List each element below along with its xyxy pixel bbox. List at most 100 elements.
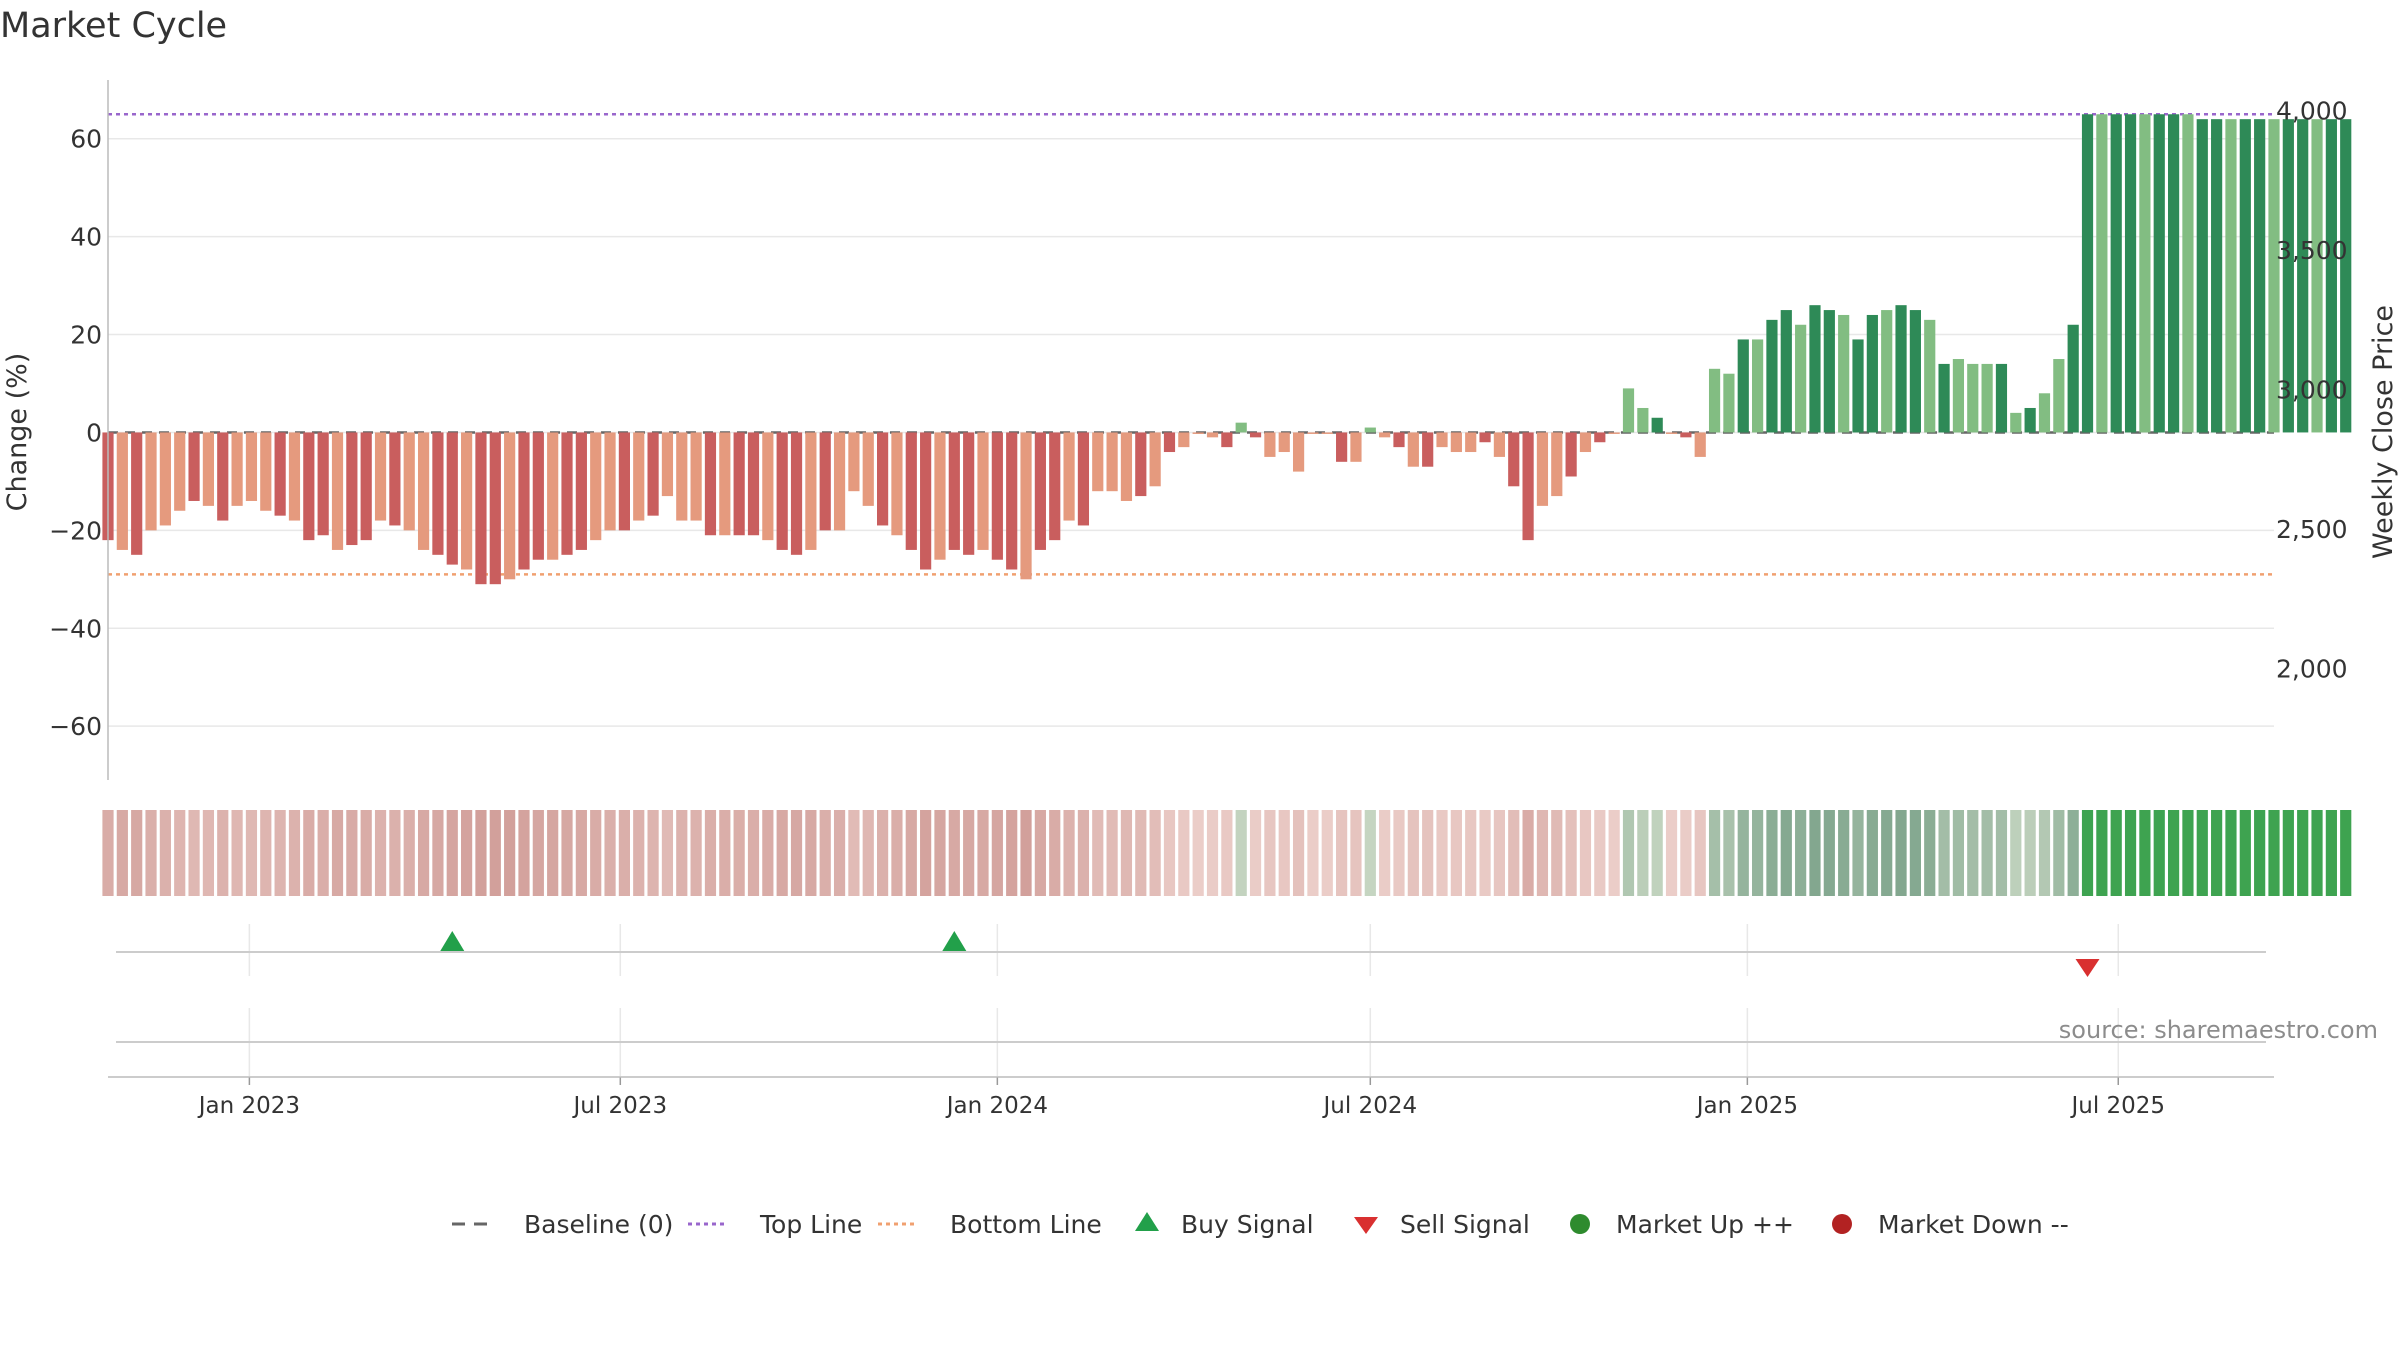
strip-cell xyxy=(1737,810,1749,896)
bar xyxy=(2311,119,2323,433)
bar xyxy=(547,432,559,560)
strip-cell xyxy=(174,810,186,896)
strip-cell xyxy=(2096,810,2108,896)
x-tick-label: Jul 2025 xyxy=(2069,1093,2165,1119)
bar xyxy=(1307,432,1319,434)
bar xyxy=(518,432,530,570)
strip-cell xyxy=(1106,810,1118,896)
bar xyxy=(1436,432,1448,448)
strip-cell xyxy=(389,810,401,896)
legend-label: Sell Signal xyxy=(1400,1210,1530,1239)
bar xyxy=(920,432,932,570)
bar xyxy=(991,432,1003,560)
bar xyxy=(1981,363,1993,433)
bar xyxy=(1034,432,1046,550)
bar xyxy=(417,432,430,550)
strip-cell xyxy=(575,810,587,896)
strip-cell xyxy=(217,810,229,896)
strip-cell xyxy=(2196,810,2208,896)
strip-cell xyxy=(819,810,831,896)
bar xyxy=(848,432,860,492)
bar xyxy=(1780,310,1792,433)
strip-cell xyxy=(1221,810,1233,896)
strip-cell xyxy=(2182,810,2194,896)
legend-item: Market Down -- xyxy=(1832,1210,2069,1239)
bar xyxy=(2196,119,2208,433)
legend-label: Market Up ++ xyxy=(1616,1210,1794,1239)
bar xyxy=(1077,432,1090,526)
strip-cell xyxy=(2211,810,2223,896)
strip-cell xyxy=(1135,810,1147,896)
bar xyxy=(1192,432,1204,434)
bar xyxy=(1063,432,1075,521)
strip-cell xyxy=(1149,810,1161,896)
bar xyxy=(1120,432,1133,501)
strip-cell xyxy=(1264,810,1276,896)
bar xyxy=(1823,310,1835,433)
strip-cell xyxy=(1465,810,1477,896)
strip-cell xyxy=(1823,810,1835,896)
strip-cell xyxy=(1163,810,1176,896)
bar xyxy=(159,432,171,526)
bar xyxy=(2038,393,2051,433)
bar xyxy=(1579,432,1592,453)
strip-cell xyxy=(2225,810,2237,896)
bar xyxy=(561,432,573,555)
strip-cell xyxy=(1077,810,1090,896)
bar xyxy=(2096,114,2108,433)
bar xyxy=(2340,119,2352,433)
change-bars xyxy=(102,114,2352,585)
strip-cell xyxy=(446,810,458,896)
legend-triangle-down xyxy=(1354,1217,1378,1234)
strip-cell xyxy=(1292,810,1305,896)
bar xyxy=(461,432,473,570)
strip-cell xyxy=(2297,810,2309,896)
legend-label: Buy Signal xyxy=(1181,1210,1314,1239)
strip-cell xyxy=(2239,810,2251,896)
buy-signal-marker xyxy=(440,931,465,951)
y2-tick-label: 3,500 xyxy=(2276,236,2348,265)
strip-cell xyxy=(905,810,917,896)
bar xyxy=(2153,114,2165,433)
bar xyxy=(1407,432,1419,467)
strip-cell xyxy=(1608,810,1620,896)
bar xyxy=(274,432,286,516)
bar xyxy=(504,432,516,580)
strip-cell xyxy=(432,810,444,896)
strip-cell xyxy=(2325,810,2337,896)
bar xyxy=(303,432,315,541)
y-axis-label: Change (%) xyxy=(2,353,33,512)
bar xyxy=(1278,432,1290,453)
strip-cell xyxy=(1407,810,1419,896)
strip-cell xyxy=(504,810,516,896)
bar xyxy=(489,432,501,585)
strip-cell xyxy=(131,810,143,896)
bar xyxy=(1393,432,1405,448)
strip-cell xyxy=(2124,810,2137,896)
strip-cell xyxy=(1450,810,1462,896)
bar xyxy=(317,432,329,536)
legend-label: Market Down -- xyxy=(1878,1210,2069,1239)
strip-cell xyxy=(1995,810,2008,896)
strip-cell xyxy=(1536,810,1549,896)
strip-cell xyxy=(747,810,760,896)
y2-axis-label: Weekly Close Price xyxy=(2368,305,2399,559)
strip-cell xyxy=(1006,810,1018,896)
bar xyxy=(145,432,157,531)
strip-cell xyxy=(604,810,616,896)
bar xyxy=(2282,119,2294,433)
y-tick-label: 60 xyxy=(70,125,102,154)
strip-cell xyxy=(690,810,702,896)
bar xyxy=(604,432,616,531)
bar xyxy=(963,432,975,555)
bar xyxy=(202,432,215,506)
bar xyxy=(1938,363,1950,433)
bar xyxy=(1708,368,1721,433)
bar xyxy=(260,432,272,511)
x-tick-label: Jul 2023 xyxy=(571,1093,667,1119)
strip-cell xyxy=(1766,810,1778,896)
bar xyxy=(1379,432,1391,438)
bar xyxy=(877,432,889,526)
chart-title: Market Cycle xyxy=(0,6,227,46)
bar xyxy=(819,432,831,531)
